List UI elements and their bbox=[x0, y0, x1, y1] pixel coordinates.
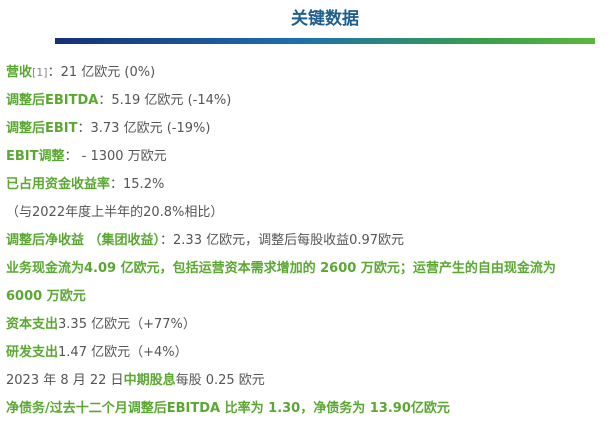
key-figure: 营收[1]：21 亿欧元 (0%) bbox=[6, 59, 614, 87]
label: 中期股息 bbox=[123, 373, 176, 388]
title-underline bbox=[55, 38, 595, 44]
label: 业务现金流为4.09 亿欧元，包括运营资本需求增加的 2600 万欧元；运营产生… bbox=[6, 261, 556, 276]
value-text: （与2022年度上半年的20.8%相比） bbox=[6, 205, 224, 220]
label: 研发支出 bbox=[6, 345, 59, 360]
value-text: ：15.2% bbox=[110, 177, 165, 192]
value-text: ：21 亿欧元 (0%) bbox=[47, 65, 156, 80]
value-text: ：3.73 亿欧元 (-19%) bbox=[77, 121, 211, 136]
label: EBIT调整 bbox=[6, 149, 65, 164]
value-text: 3.35 亿欧元（+77%） bbox=[58, 317, 196, 332]
value-text: ： - 1300 万欧元 bbox=[64, 149, 167, 164]
label: 6000 万欧元 bbox=[6, 289, 86, 304]
title: 关键数据 bbox=[291, 9, 359, 29]
key-figures: 营收[1]：21 亿欧元 (0%) 调整后EBITDA：5.19 亿欧元 (-14… bbox=[6, 59, 614, 423]
label: 已占用资金收益率 bbox=[6, 177, 111, 192]
key-figure: 2023 年 8 月 22 日中期股息每股 0.25 欧元 bbox=[6, 367, 614, 395]
label: 净债务/过去十二个月调整后EBITDA 比率为 1.30，净债务为 13.90亿… bbox=[6, 401, 450, 416]
key-figure: 6000 万欧元 bbox=[6, 283, 614, 311]
label: 调整后EBIT bbox=[6, 121, 78, 136]
label: 营收 bbox=[6, 65, 33, 80]
key-figure: 调整后EBITDA：5.19 亿欧元 (-14%) bbox=[6, 87, 614, 115]
key-figure: 净债务/过去十二个月调整后EBITDA 比率为 1.30，净债务为 13.90亿… bbox=[6, 395, 614, 423]
key-figure: 研发支出1.47 亿欧元（+4%） bbox=[6, 339, 614, 367]
value-text: 每股 0.25 欧元 bbox=[175, 373, 265, 388]
key-figure: 已占用资金收益率：15.2% bbox=[6, 171, 614, 199]
value-text: [1] bbox=[32, 66, 48, 79]
key-figure: 调整后EBIT：3.73 亿欧元 (-19%) bbox=[6, 115, 614, 143]
key-figure: 资本支出3.35 亿欧元（+77%） bbox=[6, 311, 614, 339]
value-text: 1.47 亿欧元（+4%） bbox=[58, 345, 188, 360]
label: 调整后净收益 （集团收益） bbox=[6, 233, 161, 248]
key-figure: 业务现金流为4.09 亿欧元，包括运营资本需求增加的 2600 万欧元；运营产生… bbox=[6, 255, 614, 283]
key-figure: EBIT调整： - 1300 万欧元 bbox=[6, 143, 614, 171]
label: 调整后EBITDA bbox=[6, 93, 99, 108]
value-text: ：5.19 亿欧元 (-14%) bbox=[98, 93, 232, 108]
label: 资本支出 bbox=[6, 317, 59, 332]
key-figure: 调整后净收益 （集团收益）：2.33 亿欧元，调整后每股收益0.97欧元 bbox=[6, 227, 614, 255]
key-figure: （与2022年度上半年的20.8%相比） bbox=[6, 199, 614, 227]
value-text: 2023 年 8 月 22 日 bbox=[6, 373, 124, 388]
value-text: ：2.33 亿欧元，调整后每股收益0.97欧元 bbox=[160, 233, 405, 248]
